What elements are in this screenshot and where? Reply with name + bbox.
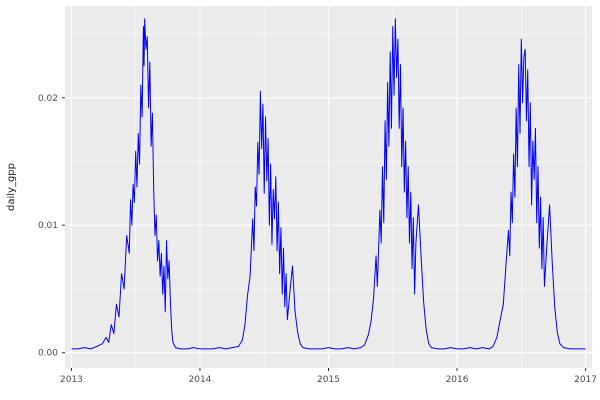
x-tick-label: 2013 xyxy=(60,375,83,385)
x-tick-label: 2015 xyxy=(317,375,340,385)
y-axis-title: daily_gpp xyxy=(6,163,17,211)
x-tick-label: 2016 xyxy=(446,375,469,385)
data-line-series xyxy=(71,18,586,350)
x-tick-label: 2017 xyxy=(574,375,597,385)
y-axis-tick-labels: 0.00 0.01 0.02 xyxy=(38,94,58,359)
x-tick-label: 2014 xyxy=(189,375,212,385)
grid-major-lines xyxy=(65,6,592,368)
y-tick-label: 0.00 xyxy=(38,349,58,359)
x-axis-tick-labels: 2013 2014 2015 2016 2017 xyxy=(60,375,597,385)
y-tick-label: 0.02 xyxy=(38,94,58,104)
y-tick-label: 0.01 xyxy=(38,221,58,231)
gpp-line xyxy=(71,18,586,350)
axis-tick-marks xyxy=(62,97,587,371)
